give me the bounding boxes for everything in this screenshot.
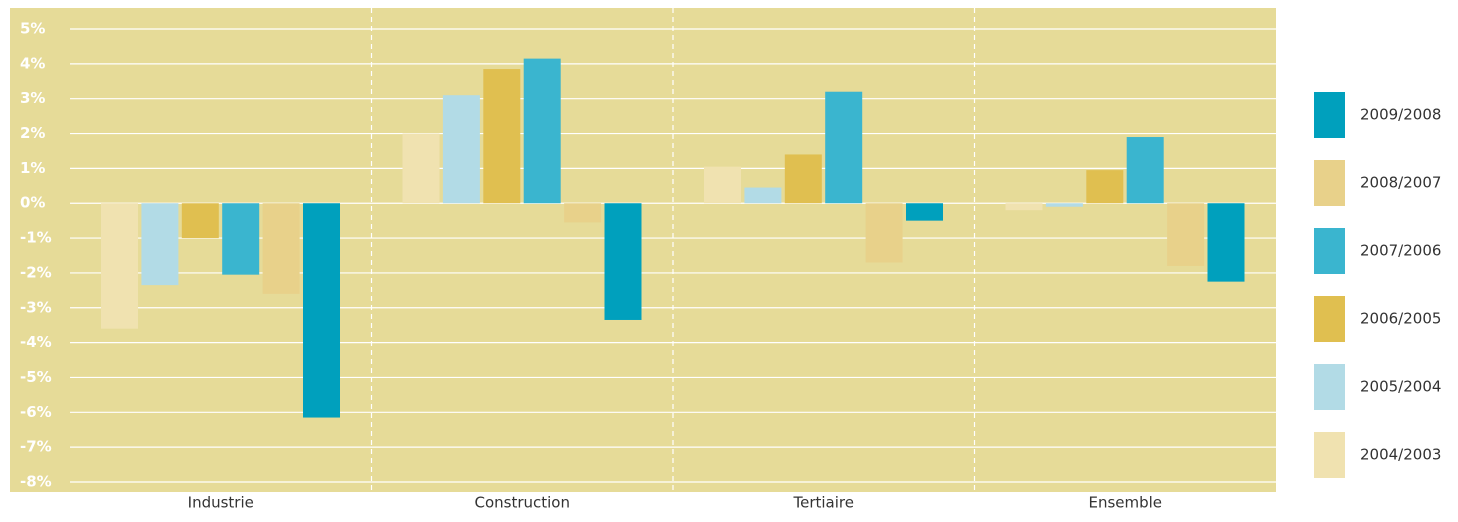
bar (222, 203, 260, 275)
bar (604, 203, 642, 320)
bar (523, 58, 561, 204)
y-tick-label: -1% (20, 229, 52, 247)
legend-swatch (1314, 432, 1345, 478)
bar (825, 91, 863, 204)
legend-label: 2004/2003 (1360, 446, 1441, 464)
bar (402, 133, 440, 204)
x-tick-label: Ensemble (1088, 494, 1162, 512)
bar (865, 203, 903, 263)
legend-label: 2009/2008 (1360, 106, 1441, 124)
bar (744, 187, 782, 204)
y-tick-label: -7% (20, 438, 52, 456)
y-tick-label: -8% (20, 473, 52, 491)
bar (262, 203, 300, 294)
legend-swatch (1314, 92, 1345, 138)
y-tick-label: -6% (20, 403, 52, 421)
y-tick-label: -3% (20, 298, 52, 316)
y-tick-label: 5% (20, 20, 45, 38)
x-tick-label: Tertiaire (793, 494, 854, 512)
bar (141, 203, 179, 286)
bar (1045, 203, 1083, 207)
y-tick-label: 1% (20, 159, 45, 177)
legend-label: 2005/2004 (1360, 378, 1441, 396)
bar (181, 203, 219, 239)
bar (906, 203, 943, 221)
plot-background (10, 8, 1276, 492)
bar (483, 69, 521, 204)
y-tick-label: -4% (20, 333, 52, 351)
y-tick-label: -2% (20, 263, 52, 281)
bar (1086, 170, 1124, 204)
legend-label: 2006/2005 (1360, 310, 1441, 328)
bar (784, 154, 822, 204)
y-tick-label: -5% (20, 368, 52, 386)
bar (1207, 203, 1245, 282)
legend-swatch (1314, 296, 1345, 342)
bar (1005, 203, 1043, 211)
bar (704, 166, 741, 204)
legend-label: 2007/2006 (1360, 242, 1441, 260)
legend-swatch (1314, 364, 1345, 410)
bar (564, 203, 602, 223)
x-tick-label: Industrie (188, 494, 254, 512)
bar (303, 203, 340, 418)
bar (1126, 137, 1164, 204)
bar (442, 95, 480, 204)
bar (1167, 203, 1205, 266)
y-tick-label: 2% (20, 124, 45, 142)
legend-swatch (1314, 228, 1345, 274)
bar (101, 203, 138, 329)
y-tick-label: 0% (20, 194, 45, 212)
legend-label: 2008/2007 (1360, 174, 1441, 192)
x-tick-label: Construction (474, 494, 570, 512)
y-tick-label: 4% (20, 54, 45, 72)
y-tick-label: 3% (20, 89, 45, 107)
legend-swatch (1314, 160, 1345, 206)
